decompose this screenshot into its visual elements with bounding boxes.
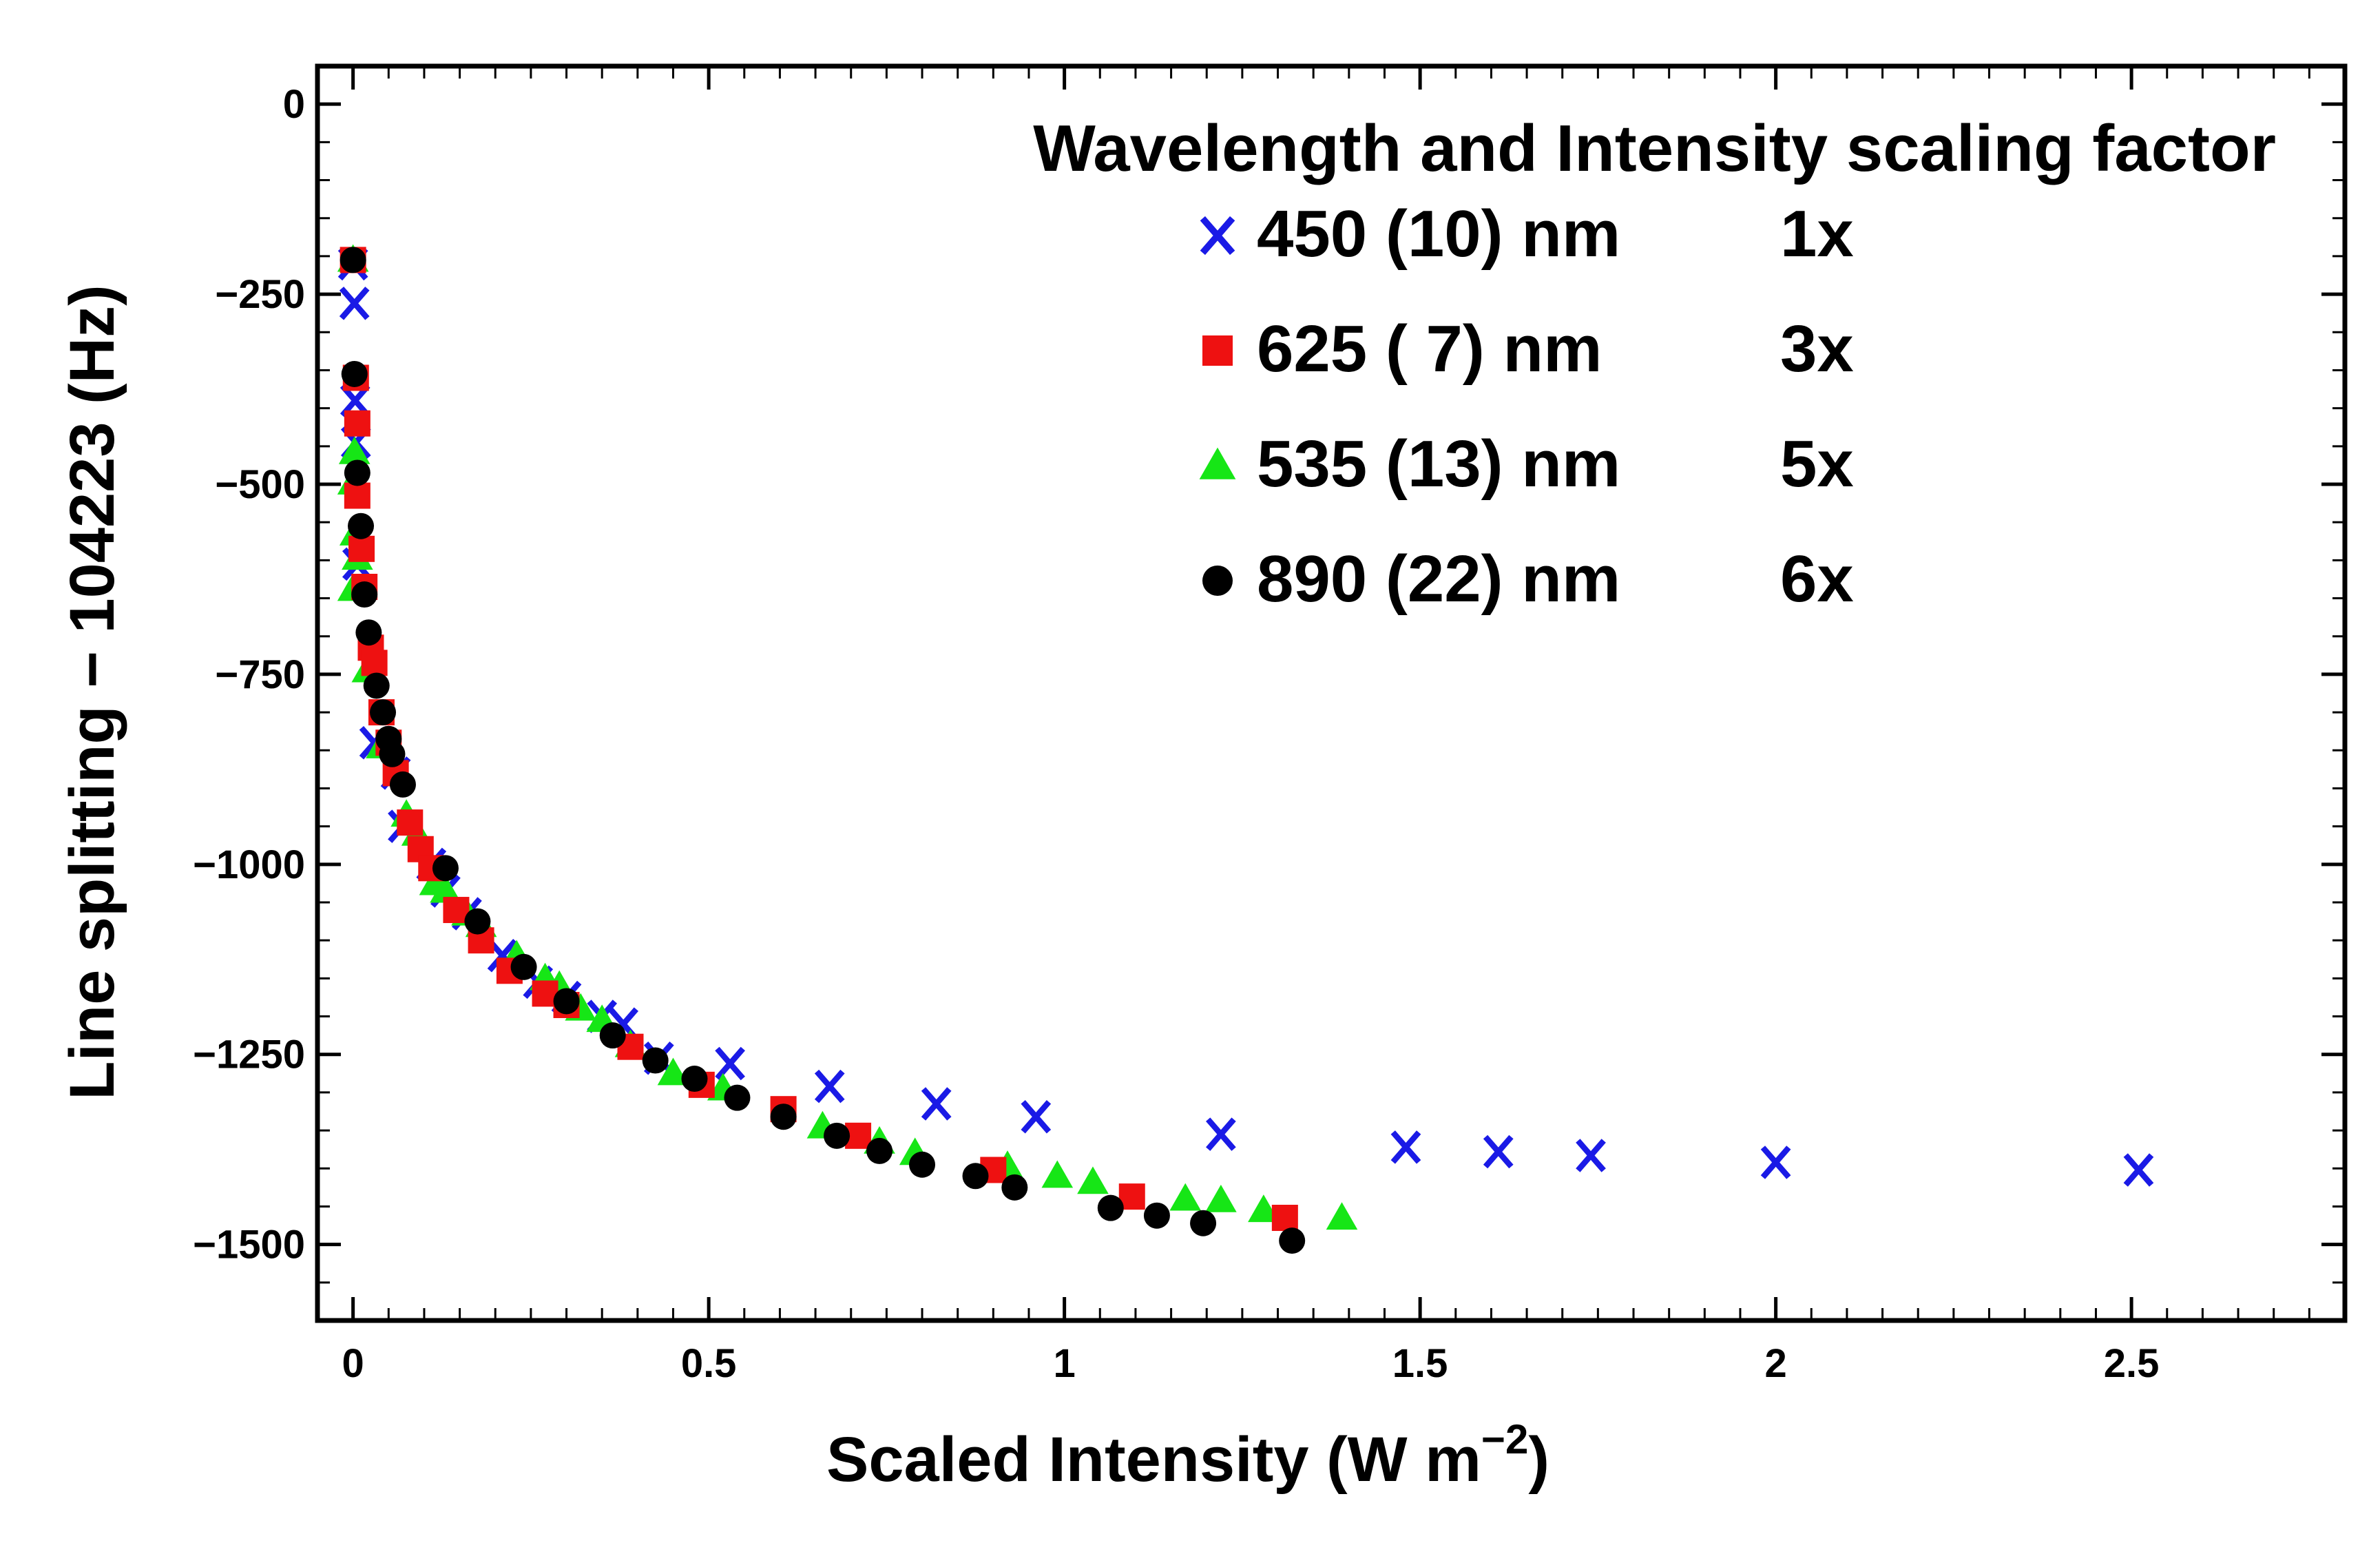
triangle-data-point [1041, 1160, 1074, 1188]
circle-data-point [370, 699, 397, 726]
circle-data-point [379, 740, 406, 767]
square-data-point [1271, 1205, 1298, 1232]
triangle-data-point [1248, 1194, 1280, 1223]
circle-data-point [1190, 1210, 1217, 1236]
legend-marker-x [1200, 216, 1235, 256]
series-triangle [337, 244, 1358, 1230]
square-data-point [344, 482, 370, 509]
circle-data-point [340, 247, 366, 273]
triangle-data-point [1169, 1183, 1202, 1211]
circle-data-point [363, 672, 390, 699]
square-data-point [397, 809, 424, 836]
y-tick-label: 0 [283, 82, 305, 127]
plot-frame [315, 63, 2348, 1323]
x-tick-label: 1 [1053, 1341, 1075, 1386]
legend-label: 535 (13) nm [1257, 427, 1620, 501]
x-data-point [814, 1069, 845, 1104]
series-circle [340, 247, 1306, 1254]
legend-marker-square [1202, 335, 1233, 366]
legend-marker-triangle [1199, 447, 1236, 479]
legend-factor: 6x [1780, 542, 1854, 616]
x-tick-label: 2.5 [2104, 1341, 2160, 1386]
circle-data-point [866, 1137, 893, 1164]
circle-data-point [341, 360, 368, 387]
y-axis-label: Line splitting − 104223 (Hz) [57, 284, 127, 1100]
triangle-data-point [1205, 1184, 1237, 1212]
triangle-data-point [338, 436, 370, 464]
circle-data-point [344, 459, 370, 486]
data-markers [337, 244, 2154, 1254]
x-data-point [921, 1087, 952, 1121]
series-square [340, 247, 1298, 1232]
circle-data-point [348, 512, 375, 539]
y-tick-label: −1500 [193, 1223, 305, 1267]
triangle-data-point [657, 1057, 689, 1086]
x-tick-label: 0.5 [681, 1341, 737, 1386]
x-data-point [1021, 1099, 1052, 1134]
x-data-point [1206, 1117, 1236, 1151]
circle-data-point [770, 1104, 797, 1130]
circle-data-point [553, 988, 580, 1015]
legend: Wavelength and Intensity scaling factor … [1033, 112, 2276, 616]
x-data-point [1483, 1135, 1514, 1169]
circle-data-point [1143, 1202, 1170, 1229]
tick-labels: 0 0.5 1 1.5 2 2.5 0 −250 −500 −750 −1000 −1250 −1500 [193, 82, 2159, 1386]
circle-data-point [824, 1122, 850, 1149]
x-axis-label-superscript: −2 [1481, 1416, 1528, 1462]
x-tick-label: 2 [1764, 1341, 1786, 1386]
x-data-point [340, 384, 370, 417]
legend-label: 890 (22) nm [1257, 542, 1620, 616]
legend-title: Wavelength and Intensity scaling factor [1033, 112, 2276, 185]
triangle-data-point [1326, 1202, 1358, 1230]
y-tick-label: −1250 [193, 1033, 305, 1077]
circle-data-point [962, 1163, 989, 1190]
x-tick-label: 1.5 [1392, 1341, 1448, 1386]
x-data-point [1760, 1146, 1791, 1179]
y-tick-label: −500 [215, 462, 305, 507]
circle-data-point [389, 771, 416, 798]
x-data-point [1390, 1130, 1421, 1164]
legend-marker-circle [1202, 566, 1233, 596]
legend-factor: 3x [1780, 312, 1854, 386]
triangle-data-point [430, 875, 461, 903]
triangle-data-point [1077, 1166, 1109, 1194]
circle-data-point [909, 1151, 936, 1178]
circle-data-point [681, 1066, 708, 1092]
circle-data-point [599, 1022, 626, 1049]
circle-data-point [1279, 1227, 1306, 1254]
x-axis-label: Scaled Intensity (W m−2) [826, 1416, 1549, 1495]
circle-data-point [510, 953, 537, 980]
plot-area [315, 63, 2348, 1323]
axis-ticks [316, 65, 2346, 1322]
x-data-point [1576, 1139, 1606, 1172]
y-tick-label: −250 [215, 272, 305, 317]
x-data-point [2123, 1153, 2154, 1187]
x-data-point [715, 1046, 745, 1081]
legend-factor: 5x [1780, 427, 1854, 501]
circle-data-point [1001, 1174, 1028, 1201]
circle-data-point [724, 1084, 751, 1111]
legend-label: 450 (10) nm [1257, 197, 1620, 271]
y-tick-label: −1000 [193, 842, 305, 887]
square-data-point [361, 650, 388, 676]
circle-data-point [1097, 1194, 1124, 1221]
x-tick-label: 0 [342, 1341, 364, 1386]
square-data-point [344, 410, 370, 437]
circle-data-point [432, 855, 459, 882]
y-tick-label: −750 [215, 652, 305, 697]
circle-data-point [355, 619, 382, 646]
x-data-point [339, 287, 370, 320]
circle-data-point [642, 1047, 669, 1074]
circle-data-point [351, 581, 378, 608]
square-data-point [348, 535, 375, 562]
legend-factor: 1x [1780, 197, 1854, 271]
legend-label: 625 ( 7) nm [1257, 312, 1603, 386]
circle-data-point [464, 908, 491, 935]
